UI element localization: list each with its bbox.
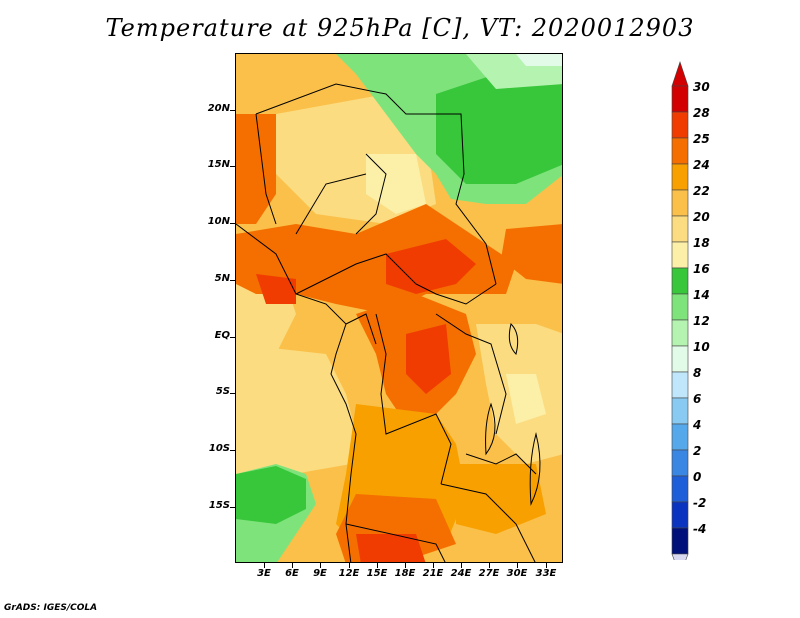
- colorbar: [671, 61, 689, 560]
- colorbar-label: 10: [693, 340, 710, 354]
- colorbar-segment: [671, 501, 689, 529]
- x-tick: [461, 563, 462, 568]
- y-tick: [230, 507, 235, 508]
- x-tick-label: 3E: [257, 568, 271, 579]
- x-tick-label: 6E: [285, 568, 299, 579]
- colorbar-label: 4: [693, 418, 702, 432]
- y-tick-label: 5S: [215, 386, 230, 397]
- x-tick: [349, 563, 350, 568]
- y-tick: [230, 110, 235, 111]
- colorbar-label: 20: [693, 210, 710, 224]
- lake-outlines: [485, 323, 541, 506]
- colorbar-label: 24: [693, 158, 710, 172]
- y-tick-label: 10S: [208, 443, 230, 454]
- x-tick: [489, 563, 490, 568]
- colorbar-label: 6: [693, 392, 702, 406]
- credit-text: GrADS: IGES/COLA: [4, 603, 98, 613]
- colorbar-segment: [671, 293, 689, 321]
- east-hot-region: [501, 224, 562, 284]
- colorbar-label: -2: [693, 496, 707, 510]
- x-tick: [377, 563, 378, 568]
- x-tick: [433, 563, 434, 568]
- southeast-warm-region: [456, 464, 546, 534]
- colorbar-label: 14: [693, 288, 710, 302]
- x-tick-label: 27E: [478, 568, 500, 579]
- country-borders: [236, 83, 537, 562]
- colorbar-segment: [671, 111, 689, 139]
- y-tick-label: 15N: [207, 159, 230, 170]
- colorbar-segment: [671, 527, 689, 555]
- y-tick: [230, 223, 235, 224]
- colorbar-segment: [671, 163, 689, 191]
- x-tick-label: 24E: [450, 568, 472, 579]
- colorbar-top-arrow: [671, 61, 689, 87]
- colorbar-segment: [671, 241, 689, 269]
- x-tick-label: 33E: [535, 568, 557, 579]
- temperature-field-map: [236, 54, 562, 562]
- colorbar-label: 18: [693, 236, 710, 250]
- colorbar-segment: [671, 475, 689, 503]
- x-tick: [320, 563, 321, 568]
- colorbar-label: 0: [693, 470, 702, 484]
- southern-core-region: [356, 534, 426, 562]
- x-tick-label: 12E: [338, 568, 360, 579]
- x-tick-label: 30E: [506, 568, 528, 579]
- ocean-region: [236, 344, 356, 484]
- colorbar-label: 16: [693, 262, 710, 276]
- chart-title: Temperature at 925hPa [C], VT: 202001290…: [105, 14, 695, 42]
- y-tick: [230, 337, 235, 338]
- x-tick-label: 21E: [422, 568, 444, 579]
- colorbar-segment: [671, 371, 689, 399]
- colorbar-label: 25: [693, 132, 710, 146]
- colorbar-label: 22: [693, 184, 710, 198]
- colorbar-segment: [671, 137, 689, 165]
- colorbar-label: 28: [693, 106, 710, 120]
- y-tick: [230, 280, 235, 281]
- colorbar-label: 8: [693, 366, 702, 380]
- colorbar-bottom-arrow: [671, 553, 689, 560]
- x-tick: [546, 563, 547, 568]
- colorbar-segment: [671, 423, 689, 451]
- x-tick: [405, 563, 406, 568]
- y-tick-label: 20N: [207, 103, 230, 114]
- colorbar-segment: [671, 449, 689, 477]
- colorbar-label: -4: [693, 522, 707, 536]
- y-tick-label: 5N: [214, 273, 230, 284]
- colorbar-label: 2: [693, 444, 702, 458]
- core-hot-region: [386, 239, 476, 294]
- northeast-corner-region: [516, 54, 562, 66]
- x-tick: [292, 563, 293, 568]
- colorbar-segment: [671, 345, 689, 373]
- x-tick: [264, 563, 265, 568]
- x-tick-label: 15E: [366, 568, 388, 579]
- y-tick: [230, 450, 235, 451]
- map-panel: [235, 53, 563, 563]
- colorbar-segment: [671, 397, 689, 425]
- y-tick-label: 15S: [208, 500, 230, 511]
- colorbar-label: 12: [693, 314, 710, 328]
- colorbar-segment: [671, 85, 689, 113]
- colorbar-segment: [671, 215, 689, 243]
- y-tick-label: EQ: [214, 330, 230, 341]
- x-tick-label: 18E: [394, 568, 416, 579]
- colorbar-segment: [671, 267, 689, 295]
- colorbar-label: 30: [693, 80, 710, 94]
- x-tick: [517, 563, 518, 568]
- congo-core-region: [406, 324, 451, 394]
- highlands-cool-region: [436, 74, 562, 184]
- colorbar-segment: [671, 319, 689, 347]
- west-hot-region: [236, 114, 276, 224]
- y-tick: [230, 393, 235, 394]
- lake-region-light: [506, 374, 546, 424]
- nigeria-hot-spot: [256, 274, 296, 304]
- southwest-core-cool: [236, 466, 306, 524]
- y-tick: [230, 166, 235, 167]
- colorbar-segment: [671, 189, 689, 217]
- y-tick-label: 10N: [207, 216, 230, 227]
- x-tick-label: 9E: [313, 568, 327, 579]
